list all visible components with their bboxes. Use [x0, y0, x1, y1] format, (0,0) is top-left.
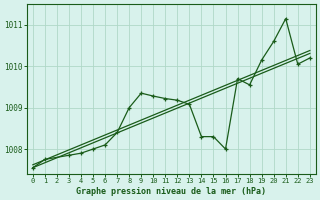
X-axis label: Graphe pression niveau de la mer (hPa): Graphe pression niveau de la mer (hPa): [76, 187, 266, 196]
